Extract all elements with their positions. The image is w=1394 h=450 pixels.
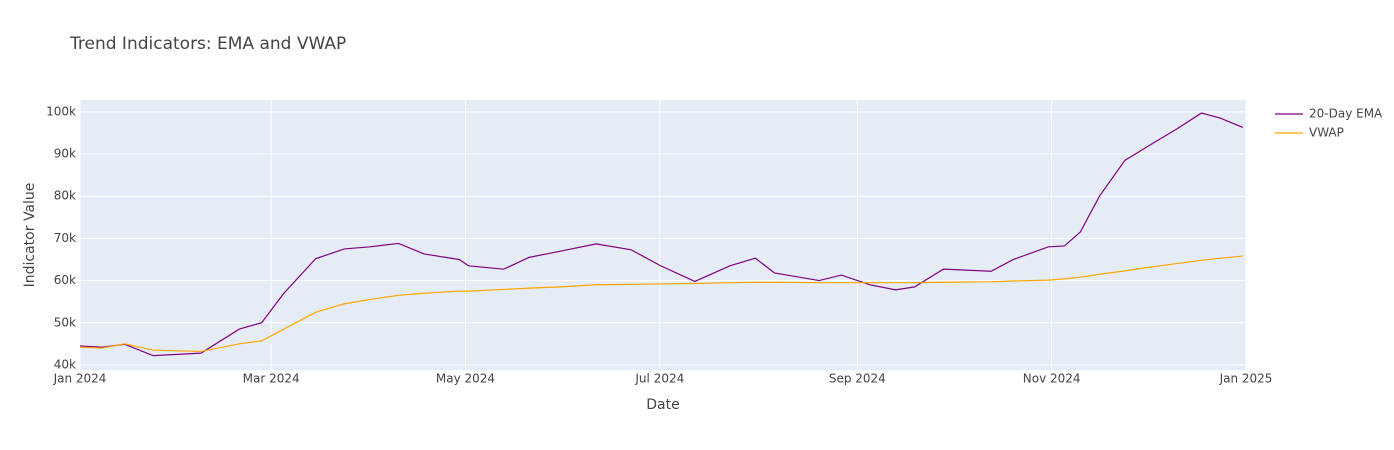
x-tick-label: Jan 2025 bbox=[1219, 372, 1273, 386]
y-tick-label: 90k bbox=[54, 147, 76, 161]
x-tick-label: Mar 2024 bbox=[243, 372, 300, 386]
y-tick-label: 60k bbox=[54, 273, 76, 287]
legend-label: 20-Day EMA bbox=[1309, 107, 1383, 121]
chart-title: Trend Indicators: EMA and VWAP bbox=[69, 34, 346, 54]
line-series bbox=[79, 112, 1244, 357]
x-tick-label: May 2024 bbox=[436, 372, 495, 386]
y-tick-label: 80k bbox=[54, 189, 76, 203]
line-series bbox=[79, 255, 1243, 353]
x-tick-label: Sep 2024 bbox=[829, 372, 886, 386]
y-tick-label: 50k bbox=[54, 315, 76, 329]
legend-label: VWAP bbox=[1309, 126, 1344, 140]
y-axis-title: Indicator Value bbox=[22, 183, 38, 288]
x-axis-title: Date bbox=[646, 397, 679, 413]
x-tick-label: Jul 2024 bbox=[634, 372, 684, 386]
y-tick-label: 70k bbox=[54, 231, 76, 245]
x-tick-label: Nov 2024 bbox=[1023, 372, 1081, 386]
y-tick-label: 100k bbox=[46, 104, 76, 118]
x-tick-label: Jan 2024 bbox=[53, 372, 107, 386]
plot-area bbox=[80, 100, 1246, 370]
y-tick-label: 40k bbox=[54, 357, 76, 371]
